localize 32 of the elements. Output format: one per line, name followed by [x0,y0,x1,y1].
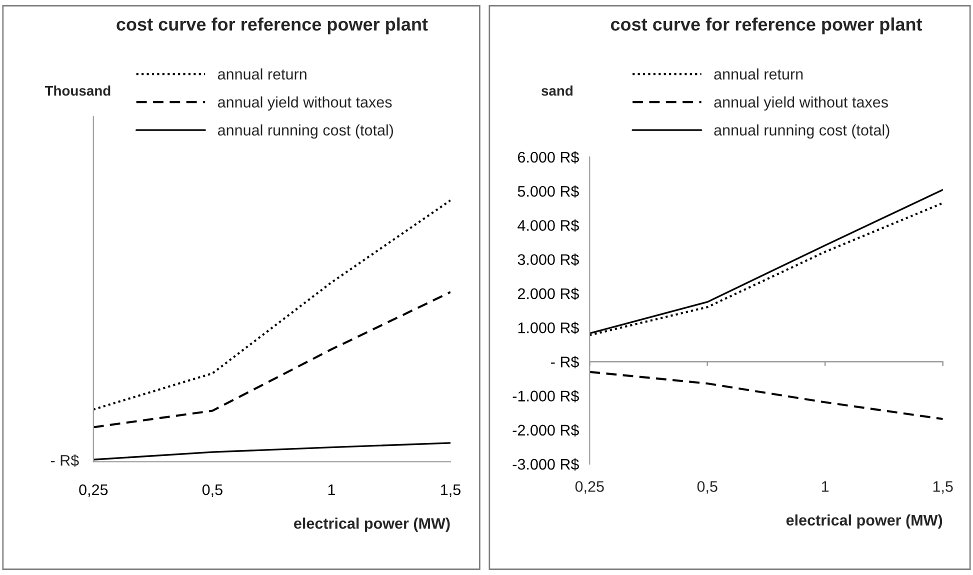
x-axis-title: electrical power (MW) [786,514,942,529]
legend-label: annual yield without taxes [218,96,392,111]
y-tick-label: -3.000 R$ [512,458,579,471]
x-tick-label: 0,25 [79,484,108,497]
y-tick-label: 1.000 R$ [518,322,579,334]
x-axis-title: electrical power (MW) [294,518,450,532]
legend-label: annual return [714,68,803,80]
legend-label: annual yield without taxes [714,96,888,111]
chart-title: cost curve for reference power plant [610,17,922,34]
x-tick-label: 0,5 [697,481,718,494]
x-tick-label: 1,5 [441,484,460,497]
x-tick-label: 0,25 [575,481,604,494]
y-tick-label: 3.000 R$ [518,254,579,266]
text: - R$ [50,454,79,467]
y-axis-title: sand [541,86,572,96]
x-tick-label: 1,5 [933,481,953,494]
y-tick-label: 5.000 R$ [518,185,579,198]
y-axis-title: Thousand [44,86,110,96]
x-tick-label: 0,5 [202,484,222,497]
y-tick-label: 4.000 R$ [518,219,579,232]
y-tick-label: -2.000 R$ [512,424,579,437]
legend-label: annual return [218,68,306,80]
line-series [590,370,943,420]
legend-label: annual running cost (total) [714,124,890,139]
x-tick-label: 1 [328,484,335,496]
chart-title: cost curve for reference power plant [116,17,428,34]
y-tick-label: 6.000 R$ [518,151,579,164]
y-tick-label: - R$ [551,356,579,368]
legend-label: annual running cost (total) [218,124,394,139]
y-tick-label: -1.000 R$ [512,390,579,402]
x-tick-label: 1 [822,481,829,492]
y-tick-label: 2.000 R$ [518,288,579,300]
